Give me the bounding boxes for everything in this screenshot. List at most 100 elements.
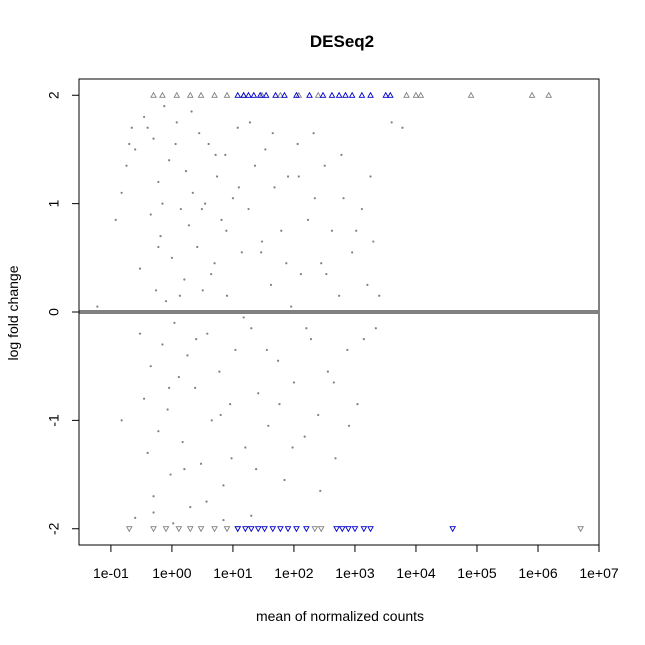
data-point bbox=[174, 142, 177, 146]
data-point bbox=[201, 289, 204, 292]
data-point bbox=[142, 115, 146, 119]
capped-point-up bbox=[150, 91, 157, 98]
data-point bbox=[196, 245, 199, 249]
x-tick-label: 1e+07 bbox=[579, 565, 619, 581]
capped-point-up bbox=[342, 91, 349, 98]
data-point bbox=[125, 164, 128, 167]
data-point bbox=[204, 202, 207, 205]
data-point bbox=[303, 435, 306, 438]
data-point bbox=[236, 126, 239, 129]
capped-point-up bbox=[223, 91, 231, 98]
capped-point-down bbox=[242, 526, 249, 533]
capped-point-up bbox=[467, 91, 475, 98]
capped-point-up bbox=[358, 91, 366, 98]
y-axis-label: log fold change bbox=[5, 265, 21, 360]
data-point bbox=[183, 278, 186, 281]
data-point bbox=[317, 413, 320, 417]
y-tick-label: 2 bbox=[46, 91, 62, 99]
capped-point-up bbox=[528, 91, 536, 98]
data-point bbox=[291, 446, 294, 449]
capped-point-down bbox=[333, 526, 340, 533]
data-point bbox=[134, 148, 137, 151]
data-point bbox=[312, 132, 315, 135]
capped-point-up bbox=[306, 91, 313, 98]
data-point bbox=[265, 348, 268, 352]
capped-point-up bbox=[403, 91, 410, 98]
data-point bbox=[184, 170, 188, 173]
data-point bbox=[325, 272, 328, 276]
x-tick-label: 1e+00 bbox=[152, 565, 192, 581]
data-point bbox=[355, 229, 358, 232]
data-point bbox=[146, 451, 149, 454]
data-point bbox=[276, 359, 280, 362]
data-point bbox=[255, 468, 258, 471]
capped-point-up bbox=[159, 91, 166, 98]
data-point bbox=[215, 175, 219, 178]
data-point bbox=[187, 224, 191, 227]
data-point bbox=[297, 175, 300, 178]
data-point bbox=[360, 207, 364, 211]
data-point bbox=[283, 478, 286, 482]
capped-point-up bbox=[262, 91, 270, 98]
data-point bbox=[278, 403, 281, 406]
data-point bbox=[218, 370, 221, 373]
data-point bbox=[161, 202, 164, 205]
capped-point-down bbox=[317, 526, 325, 533]
data-point bbox=[130, 126, 133, 129]
data-point bbox=[181, 440, 184, 444]
data-point bbox=[128, 142, 131, 146]
data-point bbox=[401, 126, 404, 129]
data-point bbox=[229, 403, 232, 406]
capped-point-down bbox=[338, 526, 346, 533]
data-point bbox=[340, 153, 343, 156]
data-point bbox=[222, 484, 225, 487]
data-point bbox=[199, 462, 203, 465]
data-point bbox=[280, 229, 283, 232]
data-point bbox=[154, 289, 158, 292]
capped-point-up bbox=[250, 91, 258, 98]
capped-point-down bbox=[234, 526, 242, 533]
x-tick-label: 1e+04 bbox=[396, 565, 436, 581]
data-point bbox=[309, 337, 313, 341]
capped-point-up bbox=[386, 91, 394, 98]
capped-point-down bbox=[150, 526, 157, 533]
data-point bbox=[163, 104, 166, 108]
data-point bbox=[134, 516, 137, 520]
data-point bbox=[152, 495, 155, 498]
capped-point-down bbox=[293, 526, 300, 533]
data-point bbox=[166, 408, 169, 411]
data-point bbox=[186, 354, 189, 357]
capped-point-down bbox=[197, 526, 205, 533]
data-point bbox=[269, 283, 273, 287]
capped-point-up bbox=[348, 91, 356, 98]
capped-point-down bbox=[367, 526, 374, 533]
capped-point-down bbox=[261, 526, 268, 533]
data-point bbox=[172, 522, 175, 525]
data-point bbox=[326, 370, 329, 373]
capped-point-up bbox=[197, 91, 205, 98]
capped-point-up bbox=[277, 91, 284, 98]
capped-point-up bbox=[256, 91, 264, 98]
data-point bbox=[152, 137, 155, 140]
data-point bbox=[267, 424, 270, 427]
data-point bbox=[194, 386, 197, 389]
y-tick-label: 0 bbox=[46, 308, 62, 316]
data-point bbox=[189, 505, 192, 509]
x-tick-label: 1e+06 bbox=[518, 565, 558, 581]
capped-point-down bbox=[449, 526, 457, 533]
capped-point-up bbox=[186, 91, 194, 98]
data-point bbox=[225, 294, 229, 297]
data-point bbox=[248, 121, 252, 124]
data-point bbox=[219, 413, 222, 417]
capped-point-up bbox=[412, 91, 420, 98]
data-point bbox=[369, 175, 372, 178]
capped-point-up bbox=[417, 91, 425, 98]
data-point bbox=[244, 446, 247, 449]
data-point bbox=[96, 305, 99, 308]
capped-point-up bbox=[293, 91, 300, 98]
y-axis: -2 -1 0 1 2 bbox=[46, 91, 80, 535]
x-axis-label: mean of normalized counts bbox=[256, 608, 424, 624]
data-point bbox=[273, 186, 276, 189]
data-point bbox=[168, 159, 171, 162]
capped-point-down bbox=[211, 526, 218, 533]
